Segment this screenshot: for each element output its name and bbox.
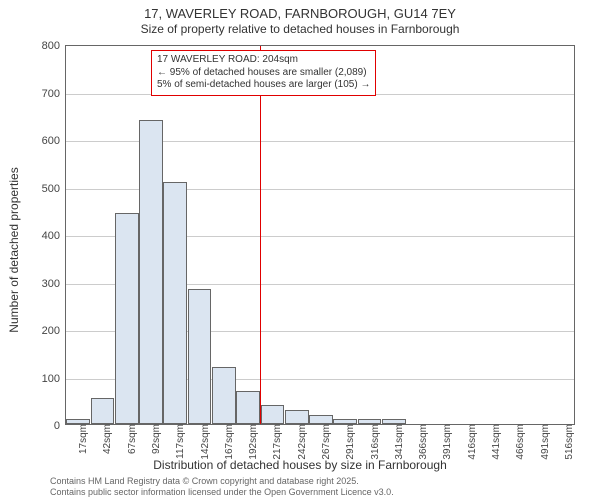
- histogram-bar: [261, 405, 285, 424]
- x-tick-label: 441sqm: [491, 424, 502, 460]
- x-tick-label: 291sqm: [345, 424, 356, 460]
- y-tick-label: 200: [42, 325, 60, 337]
- chart-title-main: 17, WAVERLEY ROAD, FARNBOROUGH, GU14 7EY: [0, 6, 600, 21]
- x-tick-label: 391sqm: [442, 424, 453, 460]
- y-tick-label: 400: [42, 230, 60, 242]
- credit-line-1: Contains HM Land Registry data © Crown c…: [50, 476, 359, 486]
- histogram-bar: [115, 213, 139, 424]
- histogram-bar: [188, 289, 212, 424]
- annotation-box: 17 WAVERLEY ROAD: 204sqm← 95% of detache…: [151, 50, 376, 96]
- x-tick-label: 42sqm: [102, 424, 113, 454]
- y-axis-label: Number of detached properties: [7, 167, 21, 332]
- y-tick-label: 500: [42, 183, 60, 195]
- x-tick-label: 416sqm: [467, 424, 478, 460]
- x-tick-label: 341sqm: [394, 424, 405, 460]
- x-tick-label: 316sqm: [370, 424, 381, 460]
- histogram-chart: 17, WAVERLEY ROAD, FARNBOROUGH, GU14 7EY…: [0, 0, 600, 500]
- y-tick-label: 600: [42, 135, 60, 147]
- histogram-bar: [91, 398, 115, 424]
- x-tick-label: 466sqm: [515, 424, 526, 460]
- x-tick-label: 17sqm: [78, 424, 89, 454]
- annotation-line-3: 5% of semi-detached houses are larger (1…: [157, 79, 370, 92]
- x-tick-label: 92sqm: [151, 424, 162, 454]
- x-tick-label: 516sqm: [564, 424, 575, 460]
- histogram-bar: [309, 415, 333, 425]
- histogram-bar: [163, 182, 187, 424]
- x-tick-label: 142sqm: [200, 424, 211, 460]
- x-tick-label: 167sqm: [224, 424, 235, 460]
- x-tick-label: 491sqm: [540, 424, 551, 460]
- x-tick-label: 117sqm: [175, 424, 186, 459]
- x-tick-label: 67sqm: [127, 424, 138, 454]
- y-tick-label: 100: [42, 373, 60, 385]
- y-tick-label: 700: [42, 88, 60, 100]
- x-tick-label: 192sqm: [248, 424, 259, 460]
- y-tick-label: 800: [42, 40, 60, 52]
- x-tick-label: 242sqm: [297, 424, 308, 460]
- histogram-bar: [212, 367, 236, 424]
- plot-area: 010020030040050060070080017sqm42sqm67sqm…: [65, 45, 575, 425]
- histogram-bar: [139, 120, 163, 424]
- histogram-bar: [285, 410, 309, 424]
- y-tick-label: 300: [42, 278, 60, 290]
- x-tick-label: 217sqm: [272, 424, 283, 460]
- annotation-line-1: 17 WAVERLEY ROAD: 204sqm: [157, 54, 370, 67]
- histogram-bar: [236, 391, 260, 424]
- annotation-line-2: ← 95% of detached houses are smaller (2,…: [157, 67, 370, 80]
- x-tick-label: 366sqm: [418, 424, 429, 460]
- reference-line: [260, 46, 261, 424]
- x-tick-label: 267sqm: [321, 424, 332, 460]
- credit-line-2: Contains public sector information licen…: [50, 487, 394, 497]
- x-axis-label: Distribution of detached houses by size …: [0, 458, 600, 472]
- y-tick-label: 0: [54, 420, 60, 432]
- chart-title-sub: Size of property relative to detached ho…: [0, 22, 600, 36]
